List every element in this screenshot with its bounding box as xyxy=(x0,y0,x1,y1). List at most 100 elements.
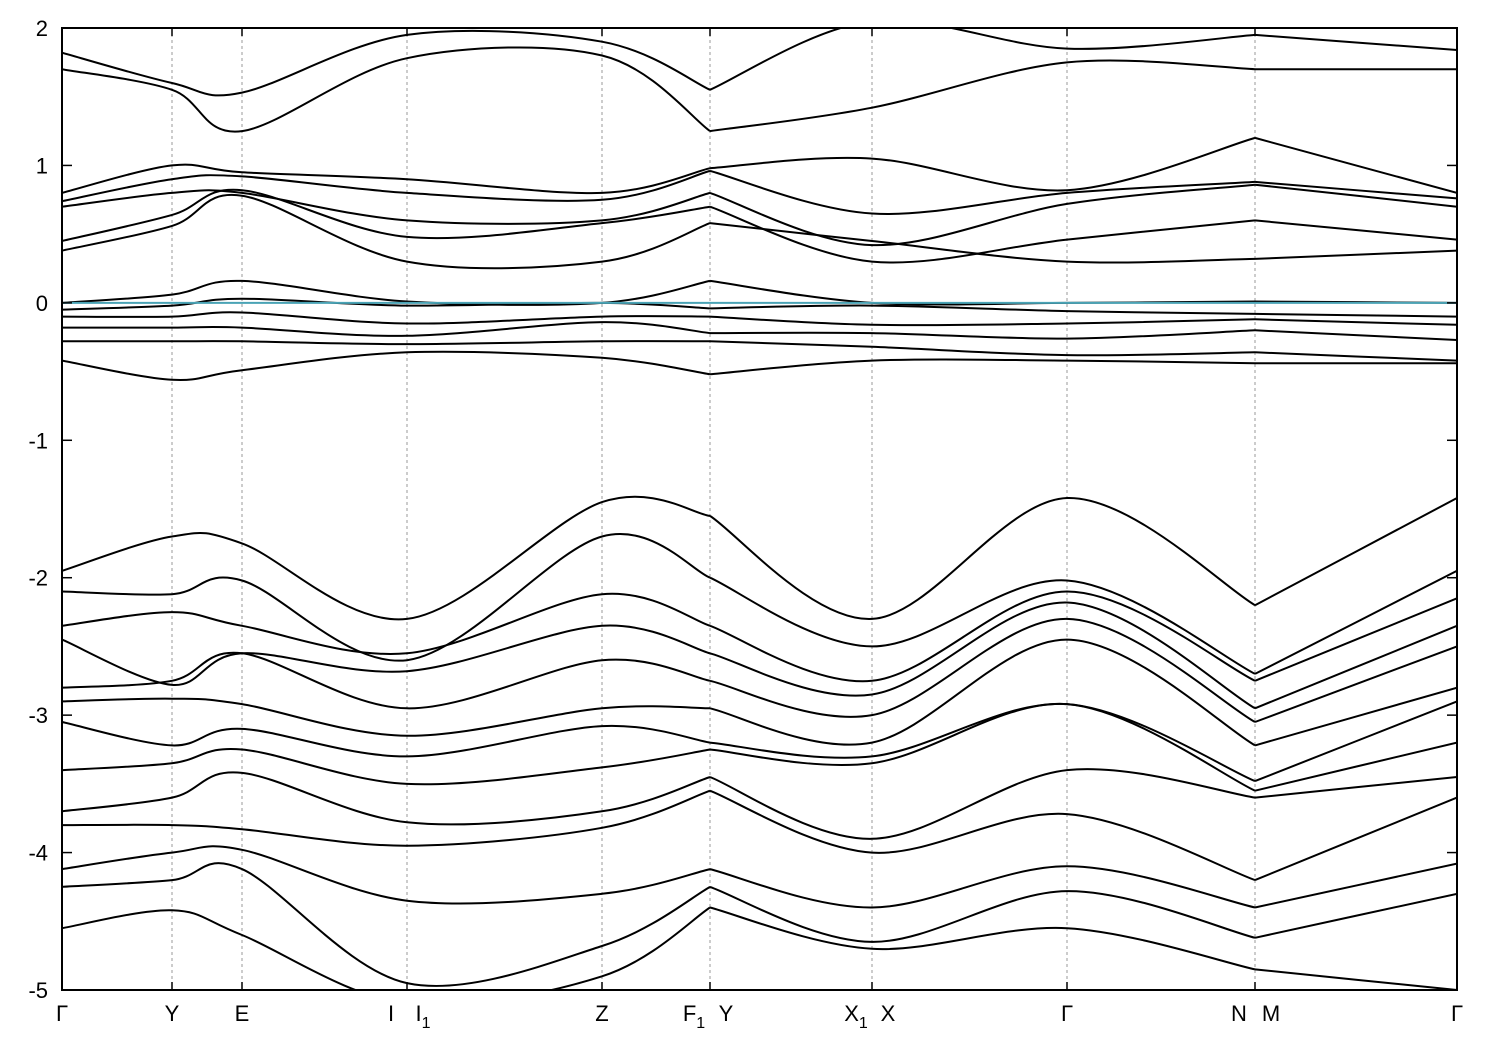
band-line xyxy=(709,205,1256,264)
band-line xyxy=(1254,136,1457,194)
y-axis: -5 -4 -3 -2 -1 0 1 2 xyxy=(28,16,1457,1003)
band-line xyxy=(1254,741,1457,792)
band-line xyxy=(62,495,711,621)
band-line xyxy=(62,321,711,337)
band-line xyxy=(62,340,711,346)
y-tick-label: 2 xyxy=(36,16,48,41)
x-tick-label: X xyxy=(881,1001,896,1026)
band-line xyxy=(62,771,711,826)
band-line xyxy=(1254,776,1457,799)
band-line xyxy=(1254,645,1457,723)
x-tick-label: E xyxy=(235,1001,250,1026)
band-line xyxy=(709,329,1256,340)
band-line xyxy=(1254,249,1457,260)
x-axis: Γ Y E I I1 Z F1 Y X1 X Γ N M Γ xyxy=(56,28,1463,1032)
plot-frame xyxy=(61,27,1458,991)
y-tick-label: -1 xyxy=(28,428,48,453)
x-tick-label: Γ xyxy=(1451,1001,1463,1026)
band-line xyxy=(62,350,711,382)
band-line xyxy=(1254,329,1457,341)
x-tick-subscript: 1 xyxy=(696,1015,705,1032)
band-line xyxy=(62,845,711,905)
band-line xyxy=(709,315,1256,327)
band-line xyxy=(1254,497,1457,607)
x-tick-subscript: 1 xyxy=(859,1015,868,1032)
band-line xyxy=(709,59,1256,133)
x-tick-label: Γ xyxy=(56,1001,68,1026)
band-line xyxy=(709,279,1256,306)
band-line xyxy=(1254,569,1457,675)
band-line xyxy=(709,617,1256,723)
band-line xyxy=(62,721,711,758)
band-line xyxy=(62,789,711,847)
band-line xyxy=(1254,180,1457,200)
x-tick-label: Y xyxy=(719,1001,734,1026)
band-line xyxy=(1254,624,1457,710)
band-line xyxy=(709,702,1256,783)
band-line xyxy=(709,906,1256,971)
band-line xyxy=(709,865,1256,909)
x-tick-label: Z xyxy=(595,1001,608,1026)
band-line xyxy=(709,496,1256,620)
band-line xyxy=(62,862,711,987)
x-tick-label: Y xyxy=(165,1001,180,1026)
band-line xyxy=(709,358,1256,376)
y-tick-label: -5 xyxy=(28,978,48,1003)
band-line xyxy=(62,697,711,737)
y-tick-label: 0 xyxy=(36,291,48,316)
band-line xyxy=(1254,597,1457,682)
band-line xyxy=(709,601,1256,710)
band-line xyxy=(62,193,711,270)
band-line xyxy=(62,279,711,306)
x-tick-label: X1 xyxy=(844,1001,868,1032)
band-line xyxy=(1254,183,1457,208)
band-line xyxy=(62,592,711,655)
band-line xyxy=(1254,312,1457,318)
band-line xyxy=(1254,219,1457,241)
band-lines xyxy=(62,28,1457,990)
band-line xyxy=(709,885,1256,943)
band-line xyxy=(1254,862,1457,909)
band-line xyxy=(62,311,711,325)
high-symmetry-lines xyxy=(171,28,1256,990)
band-line xyxy=(62,163,711,195)
band-line xyxy=(709,183,1256,247)
band-line xyxy=(709,28,1256,91)
band-line xyxy=(62,46,711,133)
band-line xyxy=(709,169,1256,215)
y-tick-label: -4 xyxy=(28,841,48,866)
band-line xyxy=(709,304,1256,315)
band-line xyxy=(62,29,711,97)
band-line xyxy=(1254,700,1457,783)
band-line xyxy=(709,340,1256,357)
band-line xyxy=(62,189,711,225)
band-line xyxy=(62,651,711,710)
band-line xyxy=(1254,318,1457,326)
x-tick-label: N xyxy=(1231,1001,1247,1026)
band-line xyxy=(709,768,1256,840)
x-tick-label: F1 xyxy=(683,1001,705,1032)
band-line xyxy=(1254,686,1457,747)
band-line xyxy=(709,638,1256,747)
band-line xyxy=(62,533,711,662)
x-tick-label: Γ xyxy=(1061,1001,1073,1026)
x-tick-subscript: 1 xyxy=(422,1015,431,1032)
y-tick-label: 1 xyxy=(36,153,48,178)
band-line xyxy=(709,136,1256,192)
band-line xyxy=(709,702,1256,792)
y-tick-label: -3 xyxy=(28,703,48,728)
x-tick-label: I xyxy=(388,1001,394,1026)
band-line xyxy=(1254,968,1457,990)
band-line xyxy=(709,789,1256,882)
band-line xyxy=(62,747,711,786)
band-line xyxy=(1254,796,1457,882)
band-line xyxy=(1254,892,1457,939)
band-line xyxy=(1254,351,1457,362)
band-line xyxy=(1254,33,1457,51)
band-line xyxy=(709,576,1256,675)
band-line xyxy=(62,906,711,990)
band-line xyxy=(709,590,1256,683)
x-tick-label: I1 xyxy=(415,1001,430,1032)
band-line xyxy=(62,624,711,686)
